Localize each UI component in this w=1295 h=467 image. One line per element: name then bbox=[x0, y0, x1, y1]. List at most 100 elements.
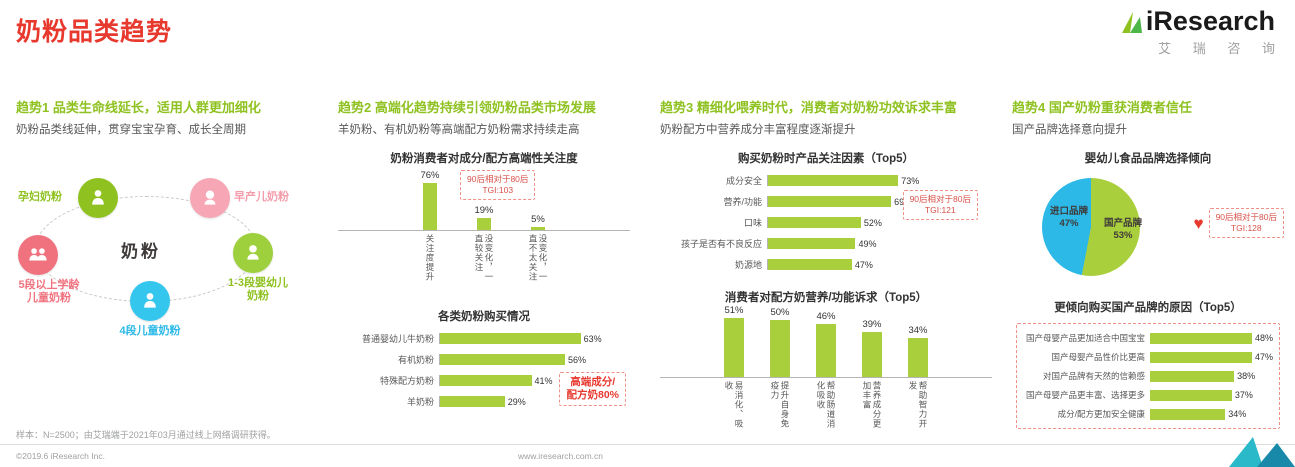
chart-title-premium-attention: 奶粉消费者对成分/配方高端性关注度 bbox=[390, 153, 578, 165]
bar-label: 没变化，一直不太关注 bbox=[523, 234, 553, 290]
chart-row: 成分/配方更加安全健康 34% bbox=[1023, 408, 1273, 420]
annotation-line: 90后相对于80后 bbox=[467, 174, 529, 184]
node-label-child: 4段儿童奶粉 bbox=[119, 325, 181, 337]
bar-value: 63% bbox=[583, 333, 602, 344]
labels-area: 易消化、吸收 提升自身免疫力 帮助肠道消化吸收 营养成分更加丰富 帮助智力开发 bbox=[660, 378, 992, 437]
bar-value: 52% bbox=[863, 217, 882, 228]
bar-value: 47% bbox=[1254, 352, 1273, 362]
pie-slice-value: 53% bbox=[1113, 230, 1133, 241]
bar bbox=[768, 238, 856, 249]
node-label-schoolchild: 5段以上学龄儿童奶粉 bbox=[18, 279, 80, 304]
node-label-pregnant: 孕妇奶粉 bbox=[18, 191, 62, 203]
row-label: 国产母婴产品性价比更高 bbox=[1051, 352, 1145, 362]
logo-text: iResearch bbox=[1145, 6, 1275, 36]
bar-value: 56% bbox=[567, 354, 586, 365]
bar bbox=[423, 182, 437, 230]
bar bbox=[477, 218, 491, 230]
annotation-line: 90后相对于80后 bbox=[1215, 212, 1277, 222]
pie-label-import: 进口品牌 47% bbox=[1046, 206, 1092, 230]
bar bbox=[1150, 351, 1252, 363]
bar-track: 56% bbox=[439, 354, 626, 365]
chart-nutrition-demands: 51% 50% 46% 39% 34% 易消化、吸收 提升自身免疫力 帮助肠道消化吸收 营养成… bbox=[660, 305, 992, 437]
chart-title-brand-preference: 婴幼儿食品品牌选择倾向 bbox=[1084, 153, 1212, 165]
chart-row: 口味 52% bbox=[674, 216, 978, 229]
bar-label: 帮助肠道消化吸收 bbox=[811, 381, 841, 437]
row-label: 奶源地 bbox=[734, 260, 762, 270]
bars-area: 51% 50% 46% 39% 34% bbox=[660, 305, 992, 378]
annotation-line: 90后相对于80后 bbox=[909, 194, 971, 204]
chart-row: 成分安全 73% bbox=[674, 174, 978, 187]
bar-value: 19% bbox=[474, 205, 494, 217]
bar-label: 帮助智力开发 bbox=[903, 381, 933, 437]
bar-label: 易消化、吸收 bbox=[719, 381, 749, 437]
bar bbox=[1150, 389, 1232, 401]
bar-track: 63% bbox=[439, 333, 626, 344]
row-label: 对国产品牌有天然的信赖感 bbox=[1042, 371, 1145, 381]
bar-label-text: 易消化、吸收 bbox=[724, 381, 744, 429]
child-icon bbox=[130, 281, 170, 321]
bar-track: 29% bbox=[439, 396, 626, 407]
chart-row: 对国产品牌有天然的信赖感 38% bbox=[1023, 370, 1273, 382]
bar bbox=[531, 226, 545, 230]
bar bbox=[768, 259, 852, 270]
trend3-section: 趋势3 精细化喂养时代，消费者对奶粉功效诉求丰富 奶粉配方中营养成分丰富程度逐渐… bbox=[660, 100, 992, 437]
bar-track: 34% bbox=[1150, 408, 1273, 420]
labels-area: 关注度提升 没变化，一直较关注 没变化，一直不太关注 bbox=[338, 231, 630, 290]
chart-title-purchase-factors: 购买奶粉时产品关注因素（Top5） bbox=[737, 153, 915, 165]
bar-value: 73% bbox=[901, 175, 920, 186]
bar-label-text: 提升自身免疫力 bbox=[770, 381, 790, 429]
bar bbox=[862, 332, 882, 377]
trend4-subheading: 国产品牌选择意向提升 bbox=[1012, 124, 1127, 136]
chart-title-nutrition-demands: 消费者对配方奶营养/功能诉求（Top5） bbox=[724, 292, 928, 304]
bar bbox=[440, 396, 505, 407]
chart-row: 奶源地 47% bbox=[674, 258, 978, 271]
bar-column: 19% bbox=[469, 205, 499, 230]
schoolchild-family-icon bbox=[18, 235, 58, 275]
row-label: 孩子是否有不良反应 bbox=[680, 239, 762, 249]
row-label: 口味 bbox=[743, 218, 762, 228]
bar bbox=[440, 333, 581, 344]
bar-value: 50% bbox=[770, 306, 790, 318]
bar-column: 5% bbox=[523, 214, 553, 230]
iresearch-logo-icon bbox=[1121, 12, 1142, 33]
category-lifecycle-diagram: 奶粉 孕妇奶粉 早产儿奶粉 1-3段婴幼儿奶粉 4段儿童奶粉 5段以上学龄儿童奶… bbox=[16, 153, 316, 358]
bar-label-text: 关注度提升 bbox=[425, 234, 435, 282]
page-title: 奶粉品类趋势 bbox=[16, 18, 173, 46]
bar-column: 46% bbox=[811, 311, 841, 377]
trend1-subheading: 奶粉品类线延伸，贯穿宝宝孕育、成长全周期 bbox=[16, 124, 246, 136]
chart-row: 国产母婴产品性价比更高 47% bbox=[1023, 351, 1273, 363]
bar-value: 37% bbox=[1234, 390, 1253, 400]
annotation-line: 高端成分/ bbox=[570, 376, 616, 388]
bar-value: 29% bbox=[507, 396, 526, 407]
bar-value: 47% bbox=[854, 259, 873, 270]
bar bbox=[724, 318, 744, 377]
bar-column: 34% bbox=[903, 325, 933, 377]
trend2-heading: 趋势2 高端化趋势持续引领奶粉品类市场发展 bbox=[338, 100, 596, 115]
diagram-center-label: 奶粉 bbox=[121, 242, 161, 261]
rows-area: 国产母婴产品更加适合中国宝宝 48% 国产母婴产品性价比更高 47% 对国产品牌有天然的… bbox=[1023, 332, 1273, 420]
chart-title-domestic-reasons: 更倾向购买国产品牌的原因（Top5） bbox=[1054, 302, 1242, 314]
row-label: 成分安全 bbox=[725, 176, 762, 186]
trend1-section: 趋势1 品类生命线延长，适用人群更加细化 奶粉品类线延伸，贯穿宝宝孕育、成长全周… bbox=[16, 100, 316, 358]
chart-row: 羊奶粉 29% bbox=[342, 395, 626, 408]
bar bbox=[768, 196, 892, 207]
infant-icon bbox=[233, 233, 273, 273]
node-label-infant: 1-3段婴幼儿奶粉 bbox=[228, 277, 288, 302]
bar-label: 提升自身免疫力 bbox=[765, 381, 795, 437]
premature-baby-icon bbox=[190, 178, 230, 218]
row-label: 国产母婴产品更加适合中国宝宝 bbox=[1025, 333, 1145, 343]
bar-track: 73% bbox=[767, 175, 978, 186]
bar-label: 营养成分更加丰富 bbox=[857, 381, 887, 437]
chart-brand-preference: 进口品牌 47% 国产品牌 53% ♥ 90后相对于80后 TGI:128 bbox=[1012, 174, 1284, 286]
annotation-line: TGI:103 bbox=[482, 185, 514, 195]
bar bbox=[816, 324, 836, 377]
bar-label-text: 帮助智力开发 bbox=[908, 381, 928, 429]
copyright-text: ©2019.6 iResearch Inc. bbox=[16, 451, 105, 461]
annotation-line: TGI:128 bbox=[1230, 223, 1262, 233]
sample-footnote: 样本：N=2500；由艾瑞端于2021年03月通过线上网络调研获得。 bbox=[16, 430, 276, 440]
pie-slice-name: 国产品牌 bbox=[1103, 218, 1142, 229]
bar bbox=[908, 337, 928, 377]
logo-subtitle: 艾 瑞 咨 询 bbox=[1158, 41, 1284, 56]
